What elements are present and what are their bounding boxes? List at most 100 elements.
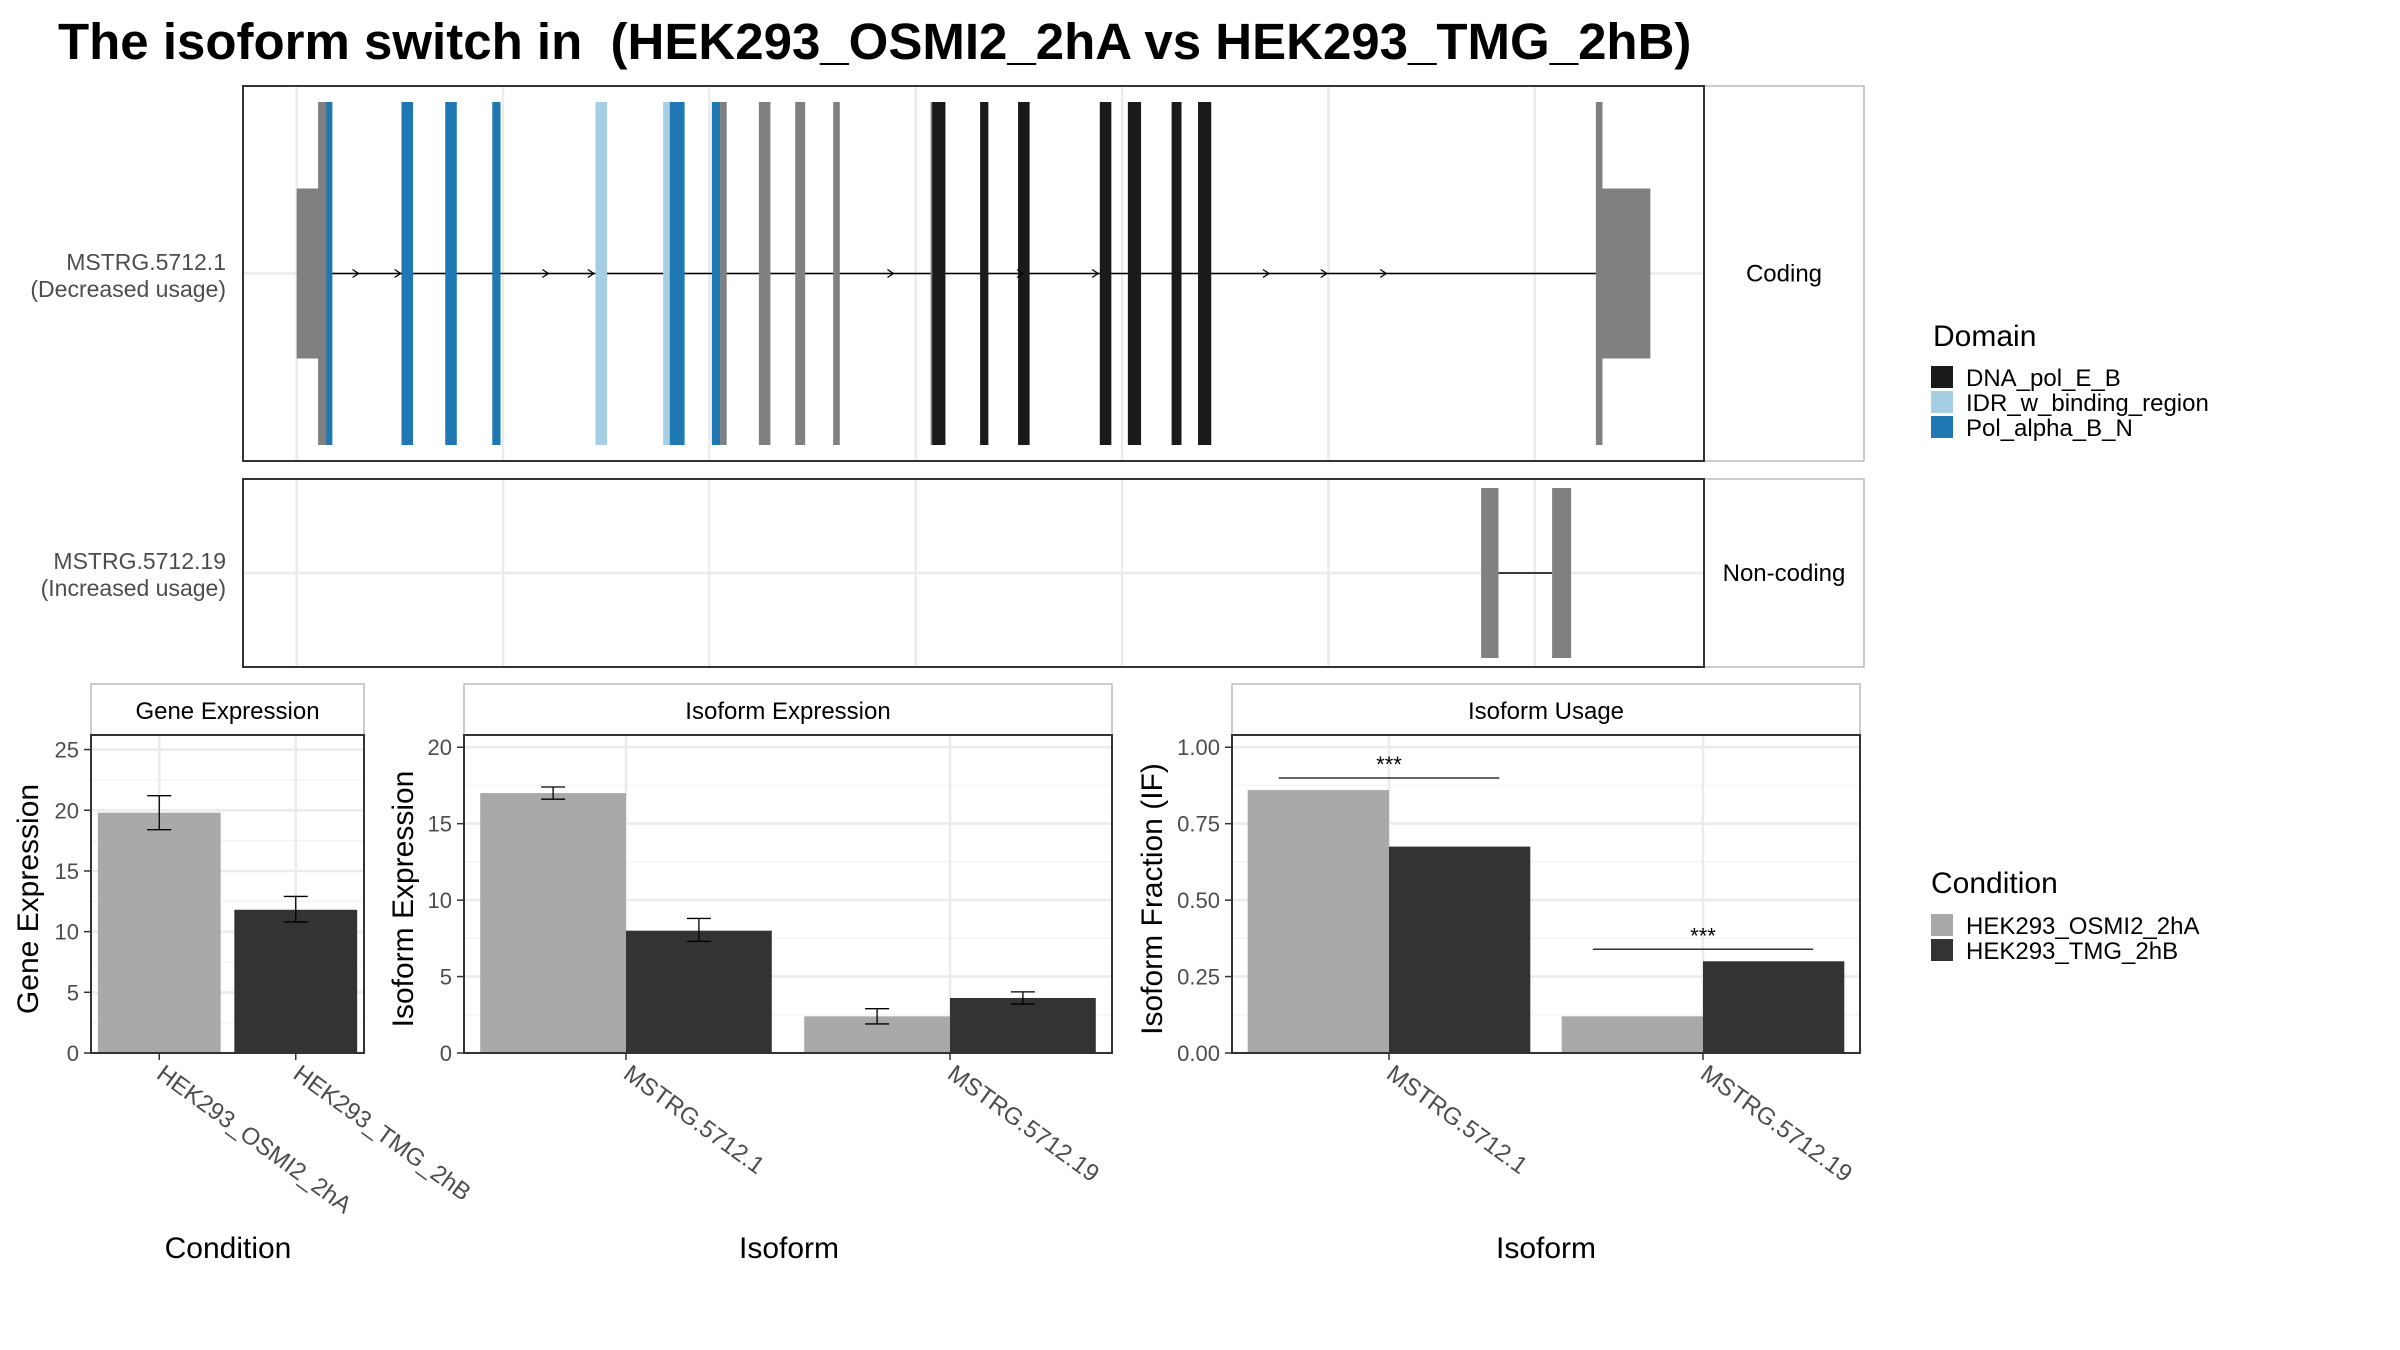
- y-tick-label: 10: [55, 920, 79, 945]
- y-tick-label: 15: [428, 812, 452, 837]
- y-tick-label: 0: [67, 1041, 79, 1066]
- bar-HEK293_TMG_2hB: [950, 997, 1096, 1053]
- transcript-usage-label: (Decreased usage): [30, 276, 226, 302]
- intron-arrow: [1091, 268, 1100, 279]
- domain-exon-Pol_alpha_B_N: [492, 102, 501, 445]
- bar-panel-title: Isoform Expression: [685, 698, 890, 725]
- bar-HEK293_TMG_2hB: [626, 930, 772, 1053]
- intron-arrow: [587, 268, 595, 279]
- bar-HEK293_TMG_2hB: [1389, 846, 1531, 1053]
- exon: [758, 102, 771, 445]
- x-axis-title: Condition: [165, 1232, 292, 1265]
- intron-arrow: [1262, 268, 1271, 279]
- y-tick-label: 5: [67, 980, 79, 1005]
- bar-HEK293_TMG_2hB: [1703, 961, 1845, 1053]
- intron-arrow: [542, 268, 550, 279]
- bar-panel-strip: [463, 683, 1113, 736]
- y-axis-title: Isoform Expression: [387, 771, 420, 1028]
- y-tick-label: 10: [428, 888, 452, 913]
- y-tick-label: 15: [55, 859, 79, 884]
- panel-border: [242, 85, 1705, 462]
- x-tick-label: MSTRG.5712.1: [1381, 1060, 1532, 1180]
- strip-label: Non-coding: [1723, 560, 1846, 587]
- intron-arrow: [352, 268, 360, 279]
- y-tick-label: 0.75: [1177, 812, 1220, 837]
- transcript-usage-label: (Increased usage): [41, 575, 226, 601]
- x-tick-label: MSTRG.5712.1: [618, 1060, 769, 1180]
- exon: [1481, 488, 1499, 658]
- exon: [833, 102, 840, 445]
- bar-panel-title: Gene Expression: [135, 698, 319, 725]
- domain-exon-IDR_w_binding_region: [595, 102, 608, 445]
- y-tick-label: 0.50: [1177, 888, 1220, 913]
- utr-exon: [1596, 188, 1651, 359]
- exon: [720, 102, 727, 445]
- x-tick-label: MSTRG.5712.19: [942, 1060, 1104, 1188]
- panel-border: [242, 478, 1705, 668]
- y-tick-label: 25: [55, 738, 79, 763]
- condition-legend-key-HEK293_OSMI2_2hA: [1931, 914, 1953, 936]
- y-axis-title: Isoform Fraction (IF): [1136, 763, 1169, 1035]
- domain-legend-key-DNA_pol_E_B: [1931, 366, 1953, 388]
- y-tick-label: 0.00: [1177, 1041, 1220, 1066]
- domain-legend-label: DNA_pol_E_B: [1966, 365, 2121, 392]
- domain-exon-DNA_pol_E_B: [980, 102, 989, 445]
- x-axis-title: Isoform: [1496, 1232, 1596, 1265]
- bar-HEK293_TMG_2hB: [234, 909, 358, 1053]
- domain-legend-key-IDR_w_binding_region: [1931, 391, 1953, 413]
- domain-exon-DNA_pol_E_B: [1171, 102, 1182, 445]
- domain-legend-key-Pol_alpha_B_N: [1931, 416, 1953, 438]
- y-tick-label: 0: [440, 1041, 452, 1066]
- intron-arrow: [1379, 268, 1388, 279]
- intron-arrow: [887, 268, 895, 279]
- domain-exon-DNA_pol_E_B: [1198, 102, 1212, 445]
- intron-arrow: [1016, 268, 1025, 279]
- strip-Non-coding: [1703, 478, 1865, 668]
- bar-HEK293_OSMI2_2hA: [97, 812, 221, 1053]
- exon: [795, 102, 806, 445]
- x-axis-title: Isoform: [739, 1232, 839, 1265]
- exon: [318, 102, 330, 445]
- panel-border: [1231, 734, 1861, 1054]
- domain-exon-Pol_alpha_B_N: [711, 102, 721, 445]
- y-tick-label: 1.00: [1177, 735, 1220, 760]
- bar-HEK293_OSMI2_2hA: [1561, 1016, 1703, 1053]
- domain-exon-Pol_alpha_B_N: [445, 102, 457, 445]
- condition-legend-label: HEK293_OSMI2_2hA: [1966, 913, 2199, 940]
- strip-label: Coding: [1746, 261, 1822, 288]
- y-tick-label: 20: [55, 798, 79, 823]
- domain-exon-DNA_pol_E_B: [932, 102, 946, 445]
- domain-exon-Pol_alpha_B_N: [326, 102, 333, 445]
- domain-legend-label: IDR_w_binding_region: [1966, 390, 2209, 417]
- domain-exon-DNA_pol_E_B: [1099, 102, 1112, 445]
- exon: [1552, 488, 1572, 658]
- y-tick-label: 5: [440, 965, 452, 990]
- domain-exon-Pol_alpha_B_N: [401, 102, 414, 445]
- y-tick-label: 0.25: [1177, 965, 1220, 990]
- intron-arrow: [394, 268, 402, 279]
- condition-legend-key-HEK293_TMG_2hB: [1931, 939, 1953, 961]
- y-tick-label: 20: [428, 735, 452, 760]
- significance-label: ***: [1376, 752, 1402, 777]
- panel-border: [463, 734, 1113, 1054]
- strip-Coding: [1703, 85, 1865, 462]
- bar-panel-title: Isoform Usage: [1468, 698, 1624, 725]
- domain-legend-title: Domain: [1933, 320, 2036, 353]
- panel-border: [90, 734, 365, 1054]
- transcript-label: MSTRG.5712.19: [53, 548, 226, 574]
- domain-exon-Pol_alpha_B_N: [669, 102, 685, 445]
- significance-label: ***: [1690, 923, 1716, 948]
- page-title: The isoform switch in (HEK293_OSMI2_2hA …: [58, 13, 1692, 70]
- condition-legend-title: Condition: [1931, 867, 2058, 900]
- bar-HEK293_OSMI2_2hA: [480, 793, 626, 1053]
- domain-exon-IDR_w_binding_region: [663, 102, 670, 445]
- x-tick-label: MSTRG.5712.19: [1695, 1060, 1857, 1188]
- domain-legend-label: Pol_alpha_B_N: [1966, 415, 2133, 442]
- domain-exon-DNA_pol_E_B: [1127, 102, 1142, 445]
- bar-HEK293_OSMI2_2hA: [1247, 790, 1389, 1053]
- transcript-label: MSTRG.5712.1: [66, 249, 226, 275]
- intron-arrow: [1320, 268, 1328, 279]
- condition-legend-label: HEK293_TMG_2hB: [1966, 938, 2178, 965]
- y-axis-title: Gene Expression: [12, 784, 45, 1014]
